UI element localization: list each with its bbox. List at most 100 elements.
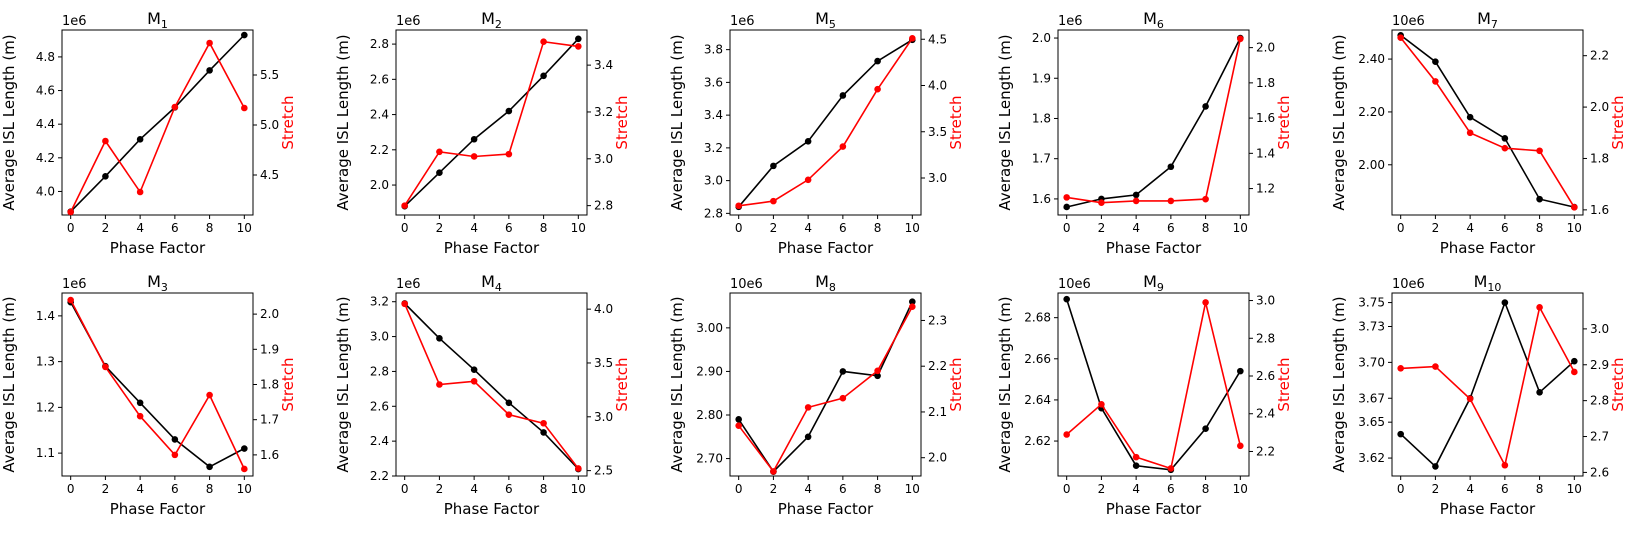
y2-tick-label: 2.9 bbox=[1590, 358, 1609, 372]
chart-panel-m6: 0 2 4 6 8 10 1.6 1.7 1.8 1.9 2.0 1.2 1.4 1.6 1.8 2.0 1e6… bbox=[996, 9, 1293, 257]
isl-length-point bbox=[1432, 463, 1439, 470]
x-tick-label: 4 bbox=[136, 221, 144, 235]
x-tick-label: 6 bbox=[505, 221, 513, 235]
y-tick-label: 2.4 bbox=[370, 434, 389, 448]
y-tick-label: 4.0 bbox=[36, 184, 55, 198]
y2-tick-label: 3.0 bbox=[1256, 294, 1275, 308]
x-tick-label: 0 bbox=[1397, 482, 1405, 496]
x-tick-label: 6 bbox=[171, 221, 179, 235]
y2-axis-label: Stretch bbox=[279, 95, 297, 149]
x-tick-label: 0 bbox=[1397, 221, 1405, 235]
isl-length-line bbox=[1066, 37, 1242, 208]
x-axis-label: Phase Factor bbox=[778, 500, 874, 518]
stretch-point bbox=[735, 422, 742, 429]
panel-title: M1 bbox=[147, 9, 168, 31]
y2-tick-label: 2.6 bbox=[1256, 369, 1275, 383]
y-tick-label: 3.0 bbox=[370, 330, 389, 344]
y-tick-label: 2.8 bbox=[370, 37, 389, 51]
y2-tick-label: 2.6 bbox=[1590, 465, 1609, 479]
isl-length-point bbox=[436, 335, 443, 342]
y2-tick-label: 1.8 bbox=[260, 378, 279, 392]
panel-title: M2 bbox=[481, 9, 502, 31]
chart-panel-m3: 0 2 4 6 8 10 1.1 1.2 1.3 1.4 1.6 1.7 1.8 1.9 2.0 1e6 M3 P… bbox=[0, 272, 297, 518]
isl-length-point bbox=[839, 368, 847, 375]
stretch-point bbox=[804, 176, 812, 184]
y-tick-label: 3.8 bbox=[704, 43, 723, 57]
y-tick-label: 2.68 bbox=[1024, 311, 1051, 325]
isl-length-point bbox=[206, 67, 213, 74]
x-tick-label: 10 bbox=[905, 221, 920, 235]
x-tick-label: 8 bbox=[874, 482, 882, 496]
chart-panel-m10: 0 2 4 6 8 10 3.62 3.65 3.67 3.70 3.73 3.75 2.6 2.7 2.8… bbox=[1330, 272, 1627, 518]
isl-length-point bbox=[540, 429, 547, 436]
y2-tick-label: 2.0 bbox=[1256, 41, 1275, 55]
y2-tick-label: 5.5 bbox=[260, 68, 279, 82]
y-tick-label: 3.62 bbox=[1358, 451, 1385, 465]
y2-tick-label: 2.8 bbox=[1590, 394, 1609, 408]
y2-tick-label: 3.5 bbox=[928, 125, 947, 139]
x-tick-label: 6 bbox=[1167, 221, 1175, 235]
y2-tick-label: 3.0 bbox=[594, 152, 613, 166]
panel-title: M6 bbox=[1143, 9, 1164, 31]
isl-length-point bbox=[1202, 103, 1209, 110]
plot-frame bbox=[61, 29, 254, 216]
isl-length-point bbox=[171, 436, 179, 443]
stretch-point bbox=[909, 35, 916, 42]
stretch-point bbox=[241, 104, 248, 112]
x-tick-label: 6 bbox=[1501, 482, 1509, 496]
x-tick-label: 10 bbox=[571, 221, 586, 235]
y2-tick-label: 2.4 bbox=[1256, 407, 1275, 421]
stretch-point bbox=[136, 412, 144, 420]
stretch-point bbox=[1237, 35, 1244, 43]
y-tick-label: 1.9 bbox=[1032, 71, 1051, 85]
y2-axis-label: Stretch bbox=[1275, 357, 1293, 411]
y2-tick-label: 3.4 bbox=[594, 58, 613, 72]
panel-title: M9 bbox=[1143, 272, 1164, 294]
y-tick-label: 1.7 bbox=[1032, 152, 1051, 166]
y2-axis-label: Stretch bbox=[279, 357, 297, 411]
stretch-point bbox=[1466, 395, 1474, 403]
axis-offset-label: 1e6 bbox=[62, 277, 87, 292]
x-tick-label: 2 bbox=[1098, 221, 1106, 235]
plot-frame bbox=[1391, 29, 1584, 216]
stretch-line bbox=[738, 37, 913, 207]
panel-title: M4 bbox=[481, 272, 502, 294]
x-tick-label: 0 bbox=[67, 221, 75, 235]
x-tick-label: 0 bbox=[67, 482, 75, 496]
x-tick-label: 6 bbox=[1167, 482, 1175, 496]
y-tick-label: 2.66 bbox=[1024, 352, 1051, 366]
stretch-point bbox=[839, 143, 847, 150]
stretch-point bbox=[206, 391, 213, 399]
x-tick-label: 4 bbox=[1466, 482, 1474, 496]
y-tick-label: 2.2 bbox=[370, 143, 389, 157]
axis-offset-label: 10e6 bbox=[1392, 277, 1425, 292]
x-tick-label: 4 bbox=[136, 482, 144, 496]
x-tick-label: 10 bbox=[237, 482, 252, 496]
stretch-point bbox=[874, 85, 881, 93]
stretch-point bbox=[1098, 199, 1105, 206]
axis-offset-label: 10e6 bbox=[1058, 277, 1091, 292]
stretch-point bbox=[401, 300, 408, 308]
stretch-point bbox=[1397, 34, 1404, 42]
x-tick-label: 8 bbox=[874, 221, 882, 235]
isl-length-point bbox=[470, 135, 478, 143]
y-tick-label: 3.6 bbox=[704, 75, 723, 89]
y2-tick-label: 2.1 bbox=[928, 405, 947, 419]
plot-frame bbox=[395, 292, 588, 477]
isl-length-point bbox=[241, 31, 248, 39]
y-tick-label: 2.0 bbox=[1032, 31, 1051, 45]
isl-length-point bbox=[1132, 462, 1140, 470]
x-tick-label: 2 bbox=[436, 482, 444, 496]
y-tick-label: 2.4 bbox=[370, 108, 389, 122]
x-tick-label: 8 bbox=[540, 482, 548, 496]
y-tick-label: 3.67 bbox=[1358, 391, 1385, 405]
y-tick-label: 3.65 bbox=[1358, 415, 1385, 429]
x-tick-label: 6 bbox=[839, 482, 847, 496]
stretch-line bbox=[403, 303, 579, 469]
stretch-point bbox=[770, 197, 777, 205]
x-tick-label: 0 bbox=[401, 221, 409, 235]
stretch-point bbox=[401, 202, 408, 209]
x-axis-label: Phase Factor bbox=[110, 239, 206, 257]
x-axis-label: Phase Factor bbox=[444, 500, 540, 518]
stretch-point bbox=[1167, 197, 1175, 205]
